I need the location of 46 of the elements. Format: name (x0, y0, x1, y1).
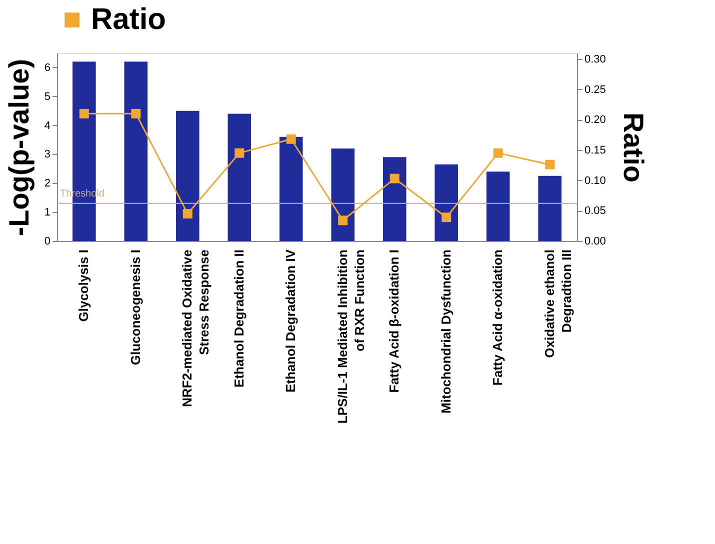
x-tick-label: Ethanol Degradation II (231, 250, 246, 388)
y2-tick-label: 0.15 (584, 144, 606, 157)
point (286, 134, 296, 144)
y2-tick-label: 0.30 (584, 54, 606, 66)
point (234, 148, 244, 158)
y-tick-label: 5 (44, 90, 50, 103)
x-tick-label: Fatty Acid β-oxidation I (386, 250, 402, 393)
point (79, 108, 89, 118)
y-axis-title: -Log(p-value) (3, 58, 34, 236)
y-tick-label: 3 (44, 148, 50, 161)
x-tick-label: Gluconeogenesis I (128, 250, 143, 366)
y2-axis-title: Ratio (618, 112, 649, 182)
bar (538, 176, 562, 241)
y-tick-label: 0 (44, 236, 50, 248)
x-tick-label: Mitochondrial Dysfunction (438, 249, 454, 414)
bar (176, 110, 200, 241)
bar (382, 157, 406, 241)
legend-label: Ratio (91, 3, 166, 36)
y2-tick-label: 0.00 (584, 236, 606, 248)
bar (331, 148, 355, 241)
x-tick-label: Oxidative ethanol Degradtion III (542, 250, 574, 358)
bar (486, 172, 510, 241)
y-tick-label: 2 (44, 178, 50, 190)
y2-tick-label: 0.05 (584, 205, 606, 218)
point (493, 148, 503, 158)
y2-tick-label: 0.25 (584, 84, 606, 96)
y-tick-label: 1 (44, 206, 50, 219)
y-tick-label: 6 (44, 62, 50, 74)
point (182, 208, 192, 218)
x-tick-label: LPS/IL-1 Mediated Inhibition of RXR Function (334, 249, 367, 424)
point (131, 108, 141, 118)
y2-tick-label: 0.20 (584, 114, 606, 126)
y2-tick-label: 0.10 (584, 174, 606, 187)
y-tick-label: 4 (44, 120, 50, 132)
bar (279, 136, 303, 241)
x-tick-label: Glycolysis I (76, 250, 92, 322)
point (545, 160, 555, 170)
bar (228, 114, 252, 241)
x-tick-label: NRF2-mediated Oxidative Stress Response (180, 250, 212, 407)
x-tick-label: Ethanol Degradation IV (283, 249, 298, 393)
point (442, 212, 452, 222)
point (390, 174, 400, 184)
bar (434, 164, 458, 241)
bar (124, 62, 148, 241)
x-tick-label: Fatty Acid α-oxidation (490, 249, 506, 386)
point (338, 216, 348, 226)
